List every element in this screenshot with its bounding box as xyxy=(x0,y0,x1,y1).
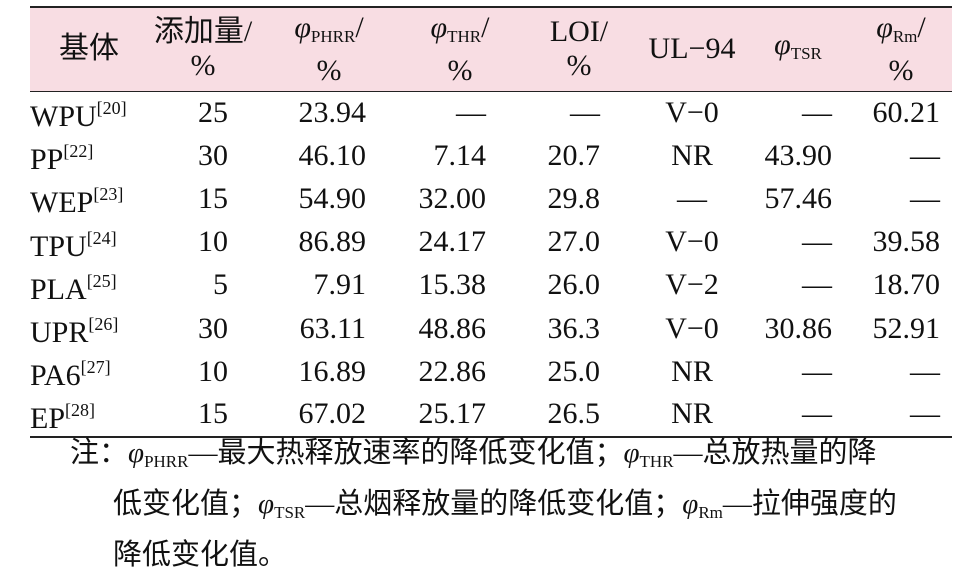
cell-add: 30 xyxy=(198,138,228,172)
reference-marker: [25] xyxy=(86,270,117,291)
reference-marker: [27] xyxy=(80,357,111,378)
header-base: 基体 xyxy=(59,32,119,66)
cell-add: 5 xyxy=(213,268,228,302)
cell-ul: V−0 xyxy=(665,95,719,129)
data-table: 基体 添加量/% φPHRR/ % φTHR/ % LOI/% UL−94 φT… xyxy=(30,6,952,438)
cell-base: PLA[25] xyxy=(30,270,117,306)
cell-loi: 29.8 xyxy=(547,181,601,215)
cell-phrr: 16.89 xyxy=(298,354,367,388)
cell-rm: 52.91 xyxy=(872,311,941,345)
cell-phrr: 54.90 xyxy=(298,181,367,215)
cell-tsr: — xyxy=(802,95,832,129)
header-phrr: φPHRR/ % xyxy=(294,10,364,87)
cell-tsr: 30.86 xyxy=(764,311,833,345)
cell-loi: 26.0 xyxy=(547,268,601,302)
cell-thr: 24.17 xyxy=(418,225,487,259)
table-row: PP[22] 30 46.10 7.14 20.7 NR 43.90 — xyxy=(30,134,952,177)
cell-phrr: 86.89 xyxy=(298,225,367,259)
reference-marker: [22] xyxy=(63,141,94,162)
cell-rm: 18.70 xyxy=(872,268,941,302)
table-body: WPU[20] 25 23.94 — — V−0 — 60.21 PP[22] 30 46.10 7.… xyxy=(30,91,952,437)
table-row: UPR[26] 30 63.11 48.86 36.3 V−0 30.86 52.91 xyxy=(30,307,952,350)
table-row: WEP[23] 15 54.90 32.00 29.8 — 57.46 — xyxy=(30,177,952,220)
cell-rm: 39.58 xyxy=(872,225,941,259)
header-row: 基体 添加量/% φPHRR/ % φTHR/ % LOI/% UL−94 φT… xyxy=(30,7,952,91)
header-thr: φTHR/ % xyxy=(430,10,490,87)
cell-rm: — xyxy=(910,181,940,215)
cell-thr: 25.17 xyxy=(418,397,487,431)
header-rm: φRm/ % xyxy=(876,10,926,87)
header-add: 添加量/% xyxy=(153,15,253,83)
cell-phrr: 67.02 xyxy=(298,397,367,431)
cell-tsr: 43.90 xyxy=(764,138,833,172)
cell-add: 25 xyxy=(198,95,228,129)
cell-loi: — xyxy=(570,95,600,129)
table-row: PLA[25] 5 7.91 15.38 26.0 V−2 — 18.70 xyxy=(30,264,952,307)
cell-rm: 60.21 xyxy=(872,95,941,129)
cell-loi: 36.3 xyxy=(547,311,601,345)
cell-thr: 48.86 xyxy=(418,311,487,345)
cell-thr: 22.86 xyxy=(418,354,487,388)
cell-add: 10 xyxy=(198,225,228,259)
cell-ul: V−2 xyxy=(665,268,719,302)
cell-loi: 27.0 xyxy=(547,225,601,259)
note-line-3: 降低变化值。 xyxy=(113,539,288,571)
cell-add: 15 xyxy=(198,397,228,431)
cell-phrr: 23.94 xyxy=(298,95,367,129)
reference-marker: [23] xyxy=(93,184,124,205)
cell-base: UPR[26] xyxy=(30,314,119,350)
cell-ul: — xyxy=(677,181,707,215)
cell-ul: NR xyxy=(671,138,713,172)
cell-ul: NR xyxy=(671,397,713,431)
cell-add: 15 xyxy=(198,181,228,215)
cell-tsr: — xyxy=(802,397,832,431)
cell-base: PP[22] xyxy=(30,141,94,177)
reference-marker: [24] xyxy=(86,227,117,248)
cell-base: TPU[24] xyxy=(30,227,117,263)
table-header: 基体 添加量/% φPHRR/ % φTHR/ % LOI/% UL−94 φT… xyxy=(30,7,952,91)
cell-ul: V−0 xyxy=(665,225,719,259)
table-row: TPU[24] 10 86.89 24.17 27.0 V−0 — 39.58 xyxy=(30,221,952,264)
cell-loi: 25.0 xyxy=(547,354,601,388)
header-tsr: φTSR xyxy=(774,27,822,63)
cell-add: 10 xyxy=(198,354,228,388)
cell-thr: 15.38 xyxy=(418,268,487,302)
cell-base: WEP[23] xyxy=(30,184,124,220)
cell-phrr: 46.10 xyxy=(298,138,367,172)
table-note: 注：φPHRR—最大热释放速率的降低变化值；φTHR—总放热量的降 低变化值；φ… xyxy=(70,432,960,577)
table-row: PA6[27] 10 16.89 22.86 25.0 NR — — xyxy=(30,350,952,393)
cell-tsr: 57.46 xyxy=(764,181,833,215)
cell-rm: — xyxy=(910,138,940,172)
cell-ul: V−0 xyxy=(665,311,719,345)
cell-phrr: 7.91 xyxy=(313,268,367,302)
cell-phrr: 63.11 xyxy=(299,311,366,345)
cell-base: EP[28] xyxy=(30,399,96,435)
cell-base: PA6[27] xyxy=(30,357,111,393)
cell-loi: 26.5 xyxy=(547,397,601,431)
cell-thr: 32.00 xyxy=(418,181,487,215)
reference-marker: [20] xyxy=(96,98,127,119)
table-row: WPU[20] 25 23.94 — — V−0 — 60.21 xyxy=(30,91,952,134)
note-line-2: 低变化值；φTSR—总烟释放量的降低变化值；φRm—拉伸强度的 xyxy=(113,488,897,522)
cell-loi: 20.7 xyxy=(547,138,601,172)
cell-rm: — xyxy=(910,354,940,388)
cell-ul: NR xyxy=(671,354,713,388)
cell-base: WPU[20] xyxy=(30,98,127,134)
reference-marker: [26] xyxy=(88,314,119,335)
cell-thr: 7.14 xyxy=(433,138,487,172)
cell-tsr: — xyxy=(802,354,832,388)
cell-add: 30 xyxy=(198,311,228,345)
cell-thr: — xyxy=(456,95,486,129)
table-row: EP[28] 15 67.02 25.17 26.5 NR — — xyxy=(30,393,952,436)
note-line-1: 注：φPHRR—最大热释放速率的降低变化值；φTHR—总放热量的降 xyxy=(70,437,877,471)
cell-tsr: — xyxy=(802,225,832,259)
reference-marker: [28] xyxy=(65,399,96,420)
cell-tsr: — xyxy=(802,268,832,302)
header-loi: LOI/% xyxy=(549,15,609,83)
header-ul: UL−94 xyxy=(648,32,736,66)
cell-rm: — xyxy=(910,397,940,431)
